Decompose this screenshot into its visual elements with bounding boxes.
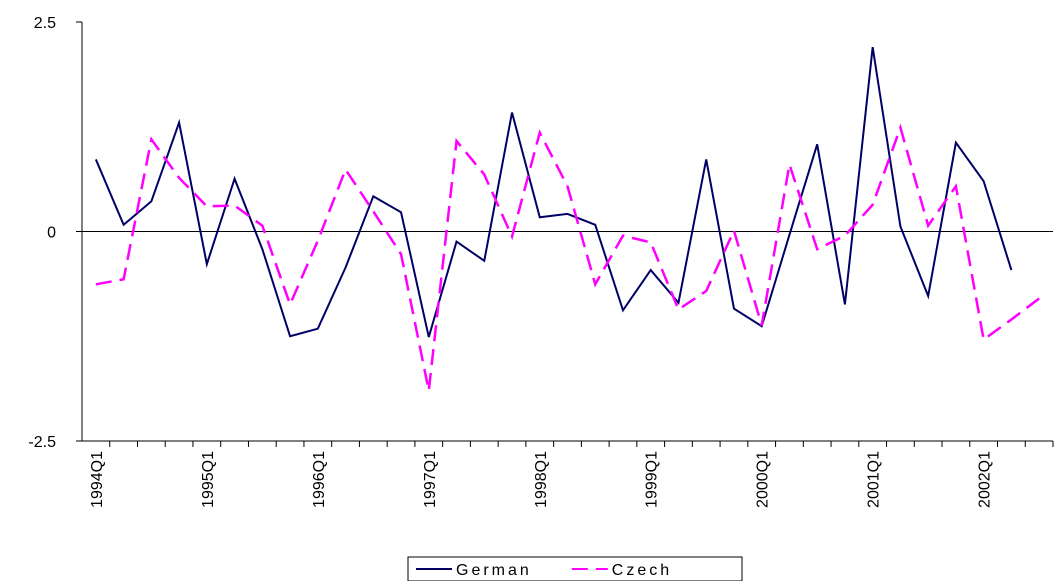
y-tick-label: -2.5 xyxy=(28,434,56,451)
y-tick-label: 0 xyxy=(47,225,56,242)
legend-box xyxy=(407,556,743,581)
x-tick-label: 2001Q1 xyxy=(866,451,883,508)
x-tick-label: 2002Q1 xyxy=(977,451,994,508)
x-tick-label: 1994Q1 xyxy=(89,451,106,508)
x-tick-label: 2000Q1 xyxy=(755,451,772,508)
legend: German Czech xyxy=(407,556,743,581)
x-tick-label: 1995Q1 xyxy=(200,451,217,508)
legend-label: German xyxy=(456,562,532,579)
x-tick-label: 1998Q1 xyxy=(533,451,550,508)
line-series xyxy=(95,123,1040,391)
x-tick-label: 1997Q1 xyxy=(422,451,439,508)
y-tick-label: 2.5 xyxy=(34,15,56,32)
x-tick-label: 1999Q1 xyxy=(644,451,661,508)
line-series xyxy=(94,46,1013,338)
x-tick-label: 1996Q1 xyxy=(311,451,328,508)
legend-label: Czech xyxy=(612,562,672,579)
